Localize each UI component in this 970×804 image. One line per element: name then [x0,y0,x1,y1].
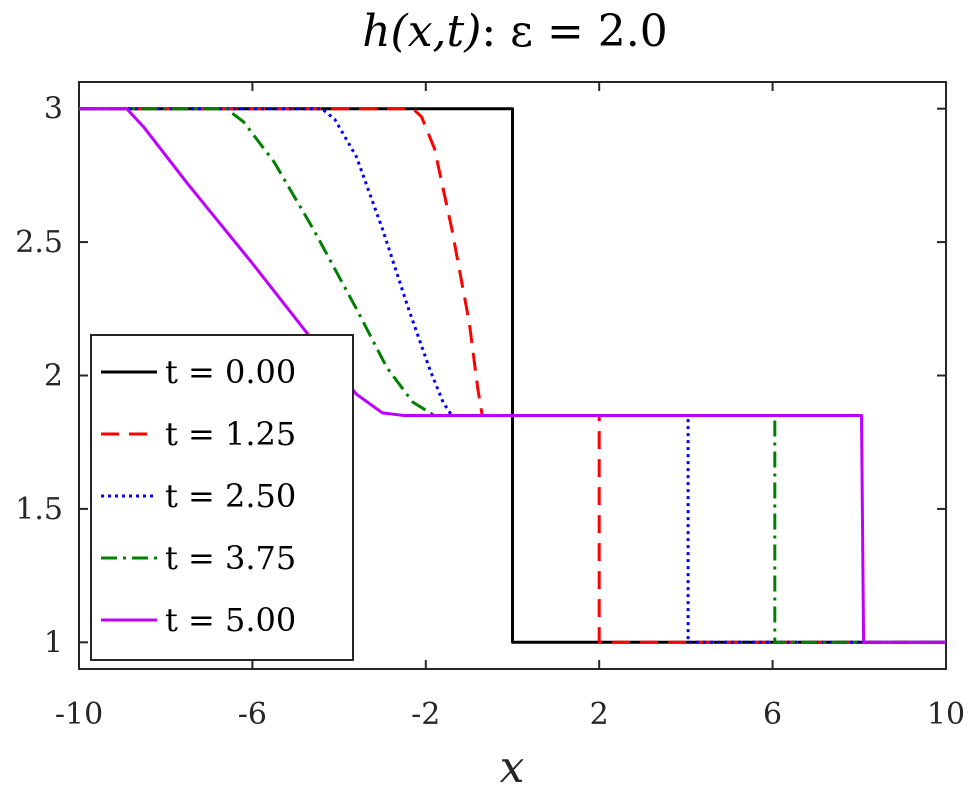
series-line-4 [79,107,946,644]
y-tick-label: 1 [44,625,63,660]
x-tick-label: -6 [238,697,267,732]
legend: t = 0.00 t = 1.25 t = 2.50 t = 3.75 t = 5.00 [90,334,354,661]
x-tick-label: 2 [590,697,609,732]
series-line-2 [79,107,946,644]
legend-label-1: t = 0.00 [165,353,296,391]
x-tick-label: -2 [411,697,440,732]
x-tick-label: -10 [55,697,103,732]
chart-title-suffix: : ε = 2.0 [481,6,667,57]
y-tick-label: 2.5 [15,225,63,260]
x-axis-label: x [500,742,525,793]
legend-label-2: t = 1.25 [165,415,296,453]
y-tick-label: 2 [44,359,63,394]
legend-label-4: t = 3.75 [165,539,296,577]
x-tick-label: 10 [927,697,965,732]
chart-title-prefix: h(x,t) [362,6,481,57]
legend-box [90,334,354,661]
x-tick-label: 6 [763,697,782,732]
tick-labels: -10 -6 -2 2 6 10 1 1.5 2 2.5 3 [15,92,965,732]
y-tick-label: 1.5 [15,492,63,527]
legend-label-3: t = 2.50 [165,477,296,515]
chart-title: h(x,t): ε = 2.0 [362,6,668,57]
legend-label-5: t = 5.00 [165,601,296,639]
y-tick-label: 3 [44,92,63,127]
